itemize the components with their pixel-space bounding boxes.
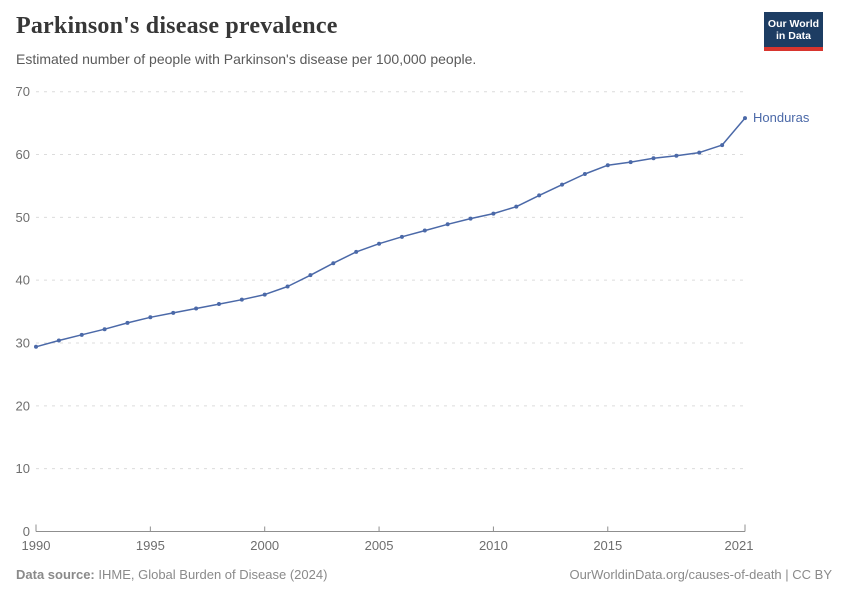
series-line[interactable] xyxy=(35,117,746,348)
x-axis-tick-label: 1995 xyxy=(136,538,165,553)
data-point-marker[interactable] xyxy=(468,216,473,221)
data-point-marker[interactable] xyxy=(399,234,404,239)
data-point-marker[interactable] xyxy=(697,150,702,155)
data-point-marker[interactable] xyxy=(651,156,656,161)
data-point-marker[interactable] xyxy=(262,292,267,297)
data-point-marker[interactable] xyxy=(285,284,290,289)
y-axis-tick-label: 60 xyxy=(16,147,30,162)
data-point-marker[interactable] xyxy=(308,273,313,278)
data-point-marker[interactable] xyxy=(743,116,747,121)
data-source-text: IHME, Global Burden of Disease (2024) xyxy=(94,567,328,582)
page-title: Parkinson's disease prevalence xyxy=(16,13,338,39)
data-point-marker[interactable] xyxy=(194,306,199,311)
x-axis-tick-label: 2010 xyxy=(479,538,508,553)
x-axis-tick-label: 2015 xyxy=(593,538,622,553)
data-source-label: Data source: xyxy=(16,567,95,582)
data-point-marker[interactable] xyxy=(560,182,565,187)
data-point-marker[interactable] xyxy=(628,160,633,165)
series-end-label: Honduras xyxy=(753,110,810,125)
data-point-marker[interactable] xyxy=(720,143,725,148)
data-point-marker[interactable] xyxy=(582,172,587,177)
attribution-link[interactable]: OurWorldinData.org/causes-of-death | CC … xyxy=(569,567,832,582)
data-point-marker[interactable] xyxy=(354,249,359,254)
data-point-marker[interactable] xyxy=(125,320,130,325)
y-axis-tick-label: 50 xyxy=(16,210,30,225)
x-axis-tick-label: 2005 xyxy=(365,538,394,553)
data-point-marker[interactable] xyxy=(674,153,679,158)
data-point-marker[interactable] xyxy=(445,222,450,227)
owid-logo[interactable]: Our World in Data xyxy=(764,12,823,51)
data-point-marker[interactable] xyxy=(239,297,244,302)
owid-logo-line1: Our World xyxy=(767,18,820,30)
data-point-marker[interactable] xyxy=(102,327,107,332)
owid-logo-line2: in Data xyxy=(775,30,811,42)
data-point-marker[interactable] xyxy=(422,228,427,233)
chart-footer: Data source: IHME, Global Burden of Dise… xyxy=(16,567,832,582)
y-axis-tick-label: 30 xyxy=(16,336,30,351)
data-point-marker[interactable] xyxy=(377,241,382,246)
data-point-marker[interactable] xyxy=(331,261,336,266)
data-point-marker[interactable] xyxy=(34,344,38,349)
data-source: Data source: IHME, Global Burden of Dise… xyxy=(16,567,327,582)
data-point-marker[interactable] xyxy=(79,332,84,337)
y-axis-tick-label: 20 xyxy=(16,398,30,413)
data-point-marker[interactable] xyxy=(605,163,610,168)
data-point-marker[interactable] xyxy=(216,302,221,307)
data-point-marker[interactable] xyxy=(491,211,496,216)
y-axis-tick-label: 0 xyxy=(23,524,30,539)
data-point-marker[interactable] xyxy=(514,204,519,209)
y-axis-tick-label: 10 xyxy=(16,461,30,476)
x-axis-tick-label: 2021 xyxy=(725,538,754,553)
data-point-marker[interactable] xyxy=(148,315,153,320)
data-point-marker[interactable] xyxy=(171,310,176,315)
chart-canvas[interactable]: 0 10 20 30 40 50 60 70 1990 1995 2000 2005 2010 2015 2… xyxy=(0,80,850,560)
x-axis-tick-label: 1990 xyxy=(22,538,51,553)
y-axis-tick-label: 40 xyxy=(16,273,30,288)
x-axis-tick-label: 2000 xyxy=(250,538,279,553)
chart-subtitle: Estimated number of people with Parkinso… xyxy=(16,51,477,67)
data-point-marker[interactable] xyxy=(56,338,61,343)
data-point-marker[interactable] xyxy=(537,193,542,198)
y-axis-tick-label: 70 xyxy=(16,84,30,99)
